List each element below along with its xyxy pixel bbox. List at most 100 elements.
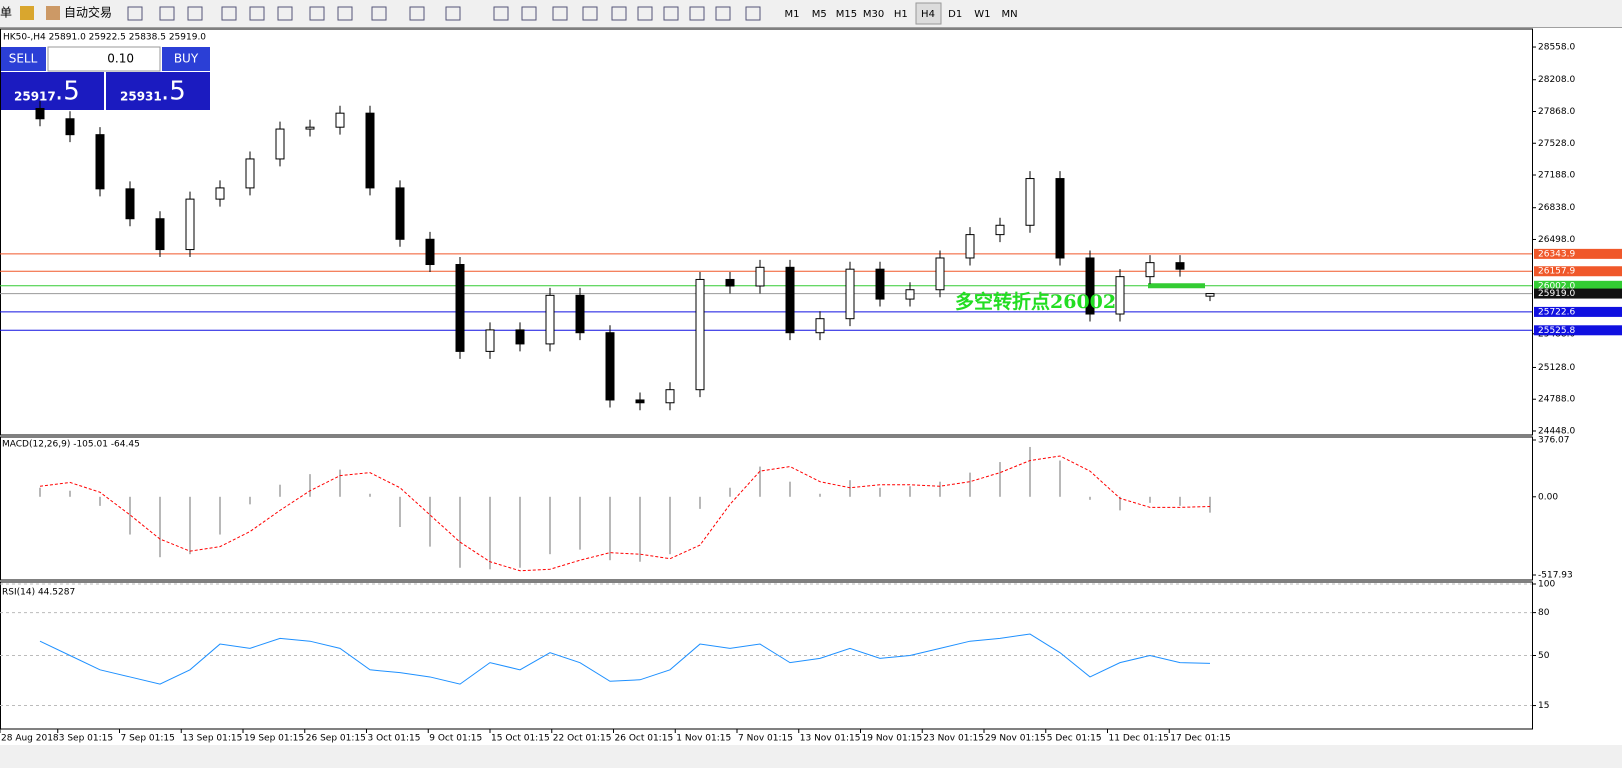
y-tick-label: 27528.0 [1538,139,1575,149]
tool-icon[interactable] [337,6,353,21]
tool-icon[interactable] [249,6,265,21]
candle-body [35,107,45,120]
sell-label[interactable]: SELL [9,52,38,66]
candle-body [515,329,525,345]
y-tick-label: 27188.0 [1538,171,1575,181]
tool-icon[interactable] [663,6,679,21]
buy-label[interactable]: BUY [174,52,199,66]
candle-body [755,266,765,287]
tool-icon[interactable] [309,6,325,21]
tool-icon[interactable] [187,6,203,21]
tool-icon[interactable] [371,6,387,21]
timeframe-button[interactable]: W1 [974,9,990,20]
annotation: 多空转折点26002 [955,290,1116,313]
x-tick-label: 19 Sep 01:15 [244,734,304,744]
x-tick-label: 7 Sep 01:15 [121,734,175,744]
lot-input[interactable] [47,46,161,72]
x-tick-label: 17 Dec 01:15 [1170,734,1231,744]
auto-trade[interactable]: 自动交易 [64,5,112,20]
x-tick-label: 9 Oct 01:15 [429,734,482,744]
candle-body [395,187,405,240]
tool-icon[interactable] [493,6,509,21]
tool-icon[interactable] [689,6,705,21]
timeframe-button[interactable]: MN [1002,9,1018,20]
y-tick-label: 24448.0 [1538,426,1575,436]
symbol-title: HK50-,H4 25891.0 25922.5 25838.5 25919.0 [3,33,206,43]
candle-body [185,198,195,251]
candle-body [125,188,135,220]
tool-icon[interactable] [409,6,425,21]
candle-body [455,264,465,352]
tool-icon[interactable] [445,6,461,21]
x-tick-label: 3 Oct 01:15 [368,734,421,744]
timeframe-button[interactable]: H1 [894,9,908,20]
tool-icon[interactable] [637,6,653,21]
tool-icon[interactable] [159,6,175,21]
candle-body [155,218,165,251]
candle-body [305,126,315,130]
buy-button[interactable] [162,47,210,71]
lot-value[interactable]: 0.10 [107,52,134,66]
buy-price: 25931 [120,90,162,104]
tool-icon[interactable] [277,6,293,21]
timeframe-active [915,2,942,25]
y-tick-label: 28208.0 [1538,75,1575,85]
y-tick-label: -517.93 [1538,571,1573,581]
tool-icon[interactable] [521,6,537,21]
indicator-title: MACD(12,26,9) -105.01 -64.45 [2,440,140,450]
candle-body [245,158,255,189]
x-tick-label: 19 Nov 01:15 [862,734,923,744]
candle-body [1175,262,1185,270]
y-tick-label: 25128.0 [1538,363,1575,373]
panel-frame [0,436,1533,581]
candle-body [365,112,375,189]
price-level-label: 25525.8 [1538,326,1575,336]
y-tick-label: 376.07 [1538,436,1570,446]
y-tick-label: 26838.0 [1538,203,1575,213]
icon[interactable] [20,6,34,20]
candle-body [785,266,795,334]
tool-icon[interactable] [221,6,237,21]
candle-body [995,224,1005,236]
tool-icon[interactable] [127,6,143,21]
candle-body [695,278,705,391]
tool-icon[interactable] [611,6,627,21]
toolbar-icons [127,6,761,21]
candle-body [425,238,435,266]
candle-body [1055,178,1065,259]
timeframe-button[interactable]: M15 [836,9,857,20]
sell-price-box[interactable] [0,72,104,110]
tool-icon[interactable] [552,6,568,21]
y-tick-label: 15 [1538,701,1549,711]
tool-icon[interactable] [582,6,598,21]
price-level-label: 25722.6 [1538,307,1575,317]
timeframe-button[interactable]: H4 [921,9,935,20]
x-tick-label: 13 Nov 01:15 [800,734,861,744]
tool-icon[interactable] [745,6,761,21]
auto-trade-icon[interactable] [46,6,60,20]
x-tick-label: 1 Nov 01:15 [676,734,731,744]
y-tick-label: 50 [1538,651,1550,661]
toolbar [0,0,1622,28]
price-level-box [1534,280,1622,291]
buy-price-box[interactable] [106,72,210,110]
indicator-title: RSI(14) 44.5287 [2,588,75,598]
y-tick-label: 28558.0 [1538,43,1575,53]
candle-body [875,268,885,300]
candle-body [725,278,735,287]
sell-button[interactable] [0,47,46,71]
buy-price-tail: .5 [161,77,186,107]
tool-icon[interactable] [715,6,731,21]
timeframe-button[interactable]: D1 [948,9,962,20]
timeframe-button[interactable]: M1 [785,9,800,20]
status-bar [0,745,1622,768]
timeframe-button[interactable]: M5 [812,9,827,20]
timeframe-button[interactable]: M30 [863,9,884,20]
sell-price-tail: .5 [55,77,80,107]
candle-body [575,294,585,334]
menu-char[interactable]: 单 [0,6,12,20]
y-tick-label: 24788.0 [1538,395,1575,405]
candle-body [215,187,225,200]
candle-body [1085,257,1095,315]
